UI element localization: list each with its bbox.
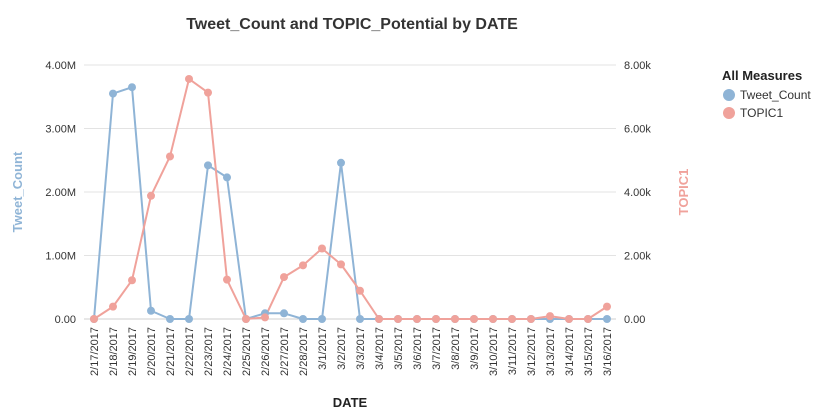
- y-left-tick-label: 1.00M: [45, 251, 76, 263]
- data-point-topic1[interactable]: [261, 313, 269, 322]
- y-axis-left-title: Tweet_Count: [10, 151, 25, 232]
- y-right-tick-label: 6.00k: [624, 124, 651, 136]
- x-tick-label: 3/7/2017: [431, 327, 443, 370]
- data-point-topic1[interactable]: [166, 152, 174, 161]
- grid: [84, 64, 616, 320]
- data-point-tweet-count[interactable]: [166, 315, 174, 323]
- data-point-topic1[interactable]: [318, 244, 326, 253]
- data-point-topic1[interactable]: [451, 315, 459, 323]
- data-point-topic1[interactable]: [584, 315, 592, 323]
- data-point-tweet-count[interactable]: [147, 306, 155, 315]
- x-tick-label: 3/14/2017: [564, 327, 576, 376]
- y-left-tick-label: 3.00M: [45, 124, 76, 136]
- data-point-topic1[interactable]: [432, 315, 440, 323]
- legend-swatch-topic1: [723, 107, 735, 119]
- x-tick-label: 3/8/2017: [450, 327, 462, 370]
- x-tick-label: 3/10/2017: [488, 327, 500, 376]
- x-tick-label: 3/6/2017: [412, 327, 424, 370]
- x-tick-label: 2/18/2017: [108, 327, 120, 376]
- x-tick-label: 2/26/2017: [260, 327, 272, 376]
- data-point-topic1[interactable]: [147, 191, 155, 200]
- y-right-tick-label: 2.00k: [624, 251, 651, 263]
- data-point-topic1[interactable]: [90, 315, 98, 323]
- data-point-tweet-count[interactable]: [204, 161, 212, 170]
- legend: All Measures Tweet_Count TOPIC1: [722, 68, 811, 120]
- data-point-topic1[interactable]: [109, 302, 117, 311]
- left-axis-ticks: 0.00 1.00M 2.00M 3.00M 4.00M: [45, 60, 76, 326]
- x-tick-label: 3/1/2017: [317, 327, 329, 370]
- x-tick-label: 2/20/2017: [146, 327, 158, 376]
- data-point-topic1[interactable]: [204, 88, 212, 97]
- x-tick-label: 2/27/2017: [279, 327, 291, 376]
- data-point-topic1[interactable]: [185, 74, 193, 83]
- data-point-tweet-count[interactable]: [128, 83, 136, 92]
- data-point-topic1[interactable]: [375, 315, 383, 323]
- data-point-topic1[interactable]: [242, 315, 250, 323]
- y-right-tick-label: 8.00k: [624, 60, 651, 72]
- x-tick-label: 3/15/2017: [583, 327, 595, 376]
- x-tick-label: 3/11/2017: [507, 327, 519, 375]
- legend-label-topic1[interactable]: TOPIC1: [740, 106, 783, 120]
- x-tick-label: 2/19/2017: [127, 327, 139, 376]
- data-point-topic1[interactable]: [413, 315, 421, 323]
- data-point-topic1[interactable]: [603, 302, 611, 311]
- y-left-tick-label: 0.00: [55, 314, 76, 326]
- data-point-tweet-count[interactable]: [109, 89, 117, 98]
- x-tick-label: 2/21/2017: [165, 327, 177, 376]
- x-tick-label: 3/9/2017: [469, 327, 481, 370]
- data-point-topic1[interactable]: [337, 260, 345, 269]
- y-right-tick-label: 0.00: [624, 314, 645, 326]
- x-tick-label: 3/13/2017: [545, 327, 557, 376]
- x-tick-label: 3/5/2017: [393, 327, 405, 370]
- series-points[interactable]: [90, 74, 611, 323]
- x-tick-label: 2/28/2017: [298, 327, 310, 376]
- data-point-topic1[interactable]: [280, 273, 288, 282]
- series-line-topic1: [93, 77, 608, 320]
- x-tick-label: 2/25/2017: [241, 327, 253, 376]
- series-line-tweet-count: [93, 86, 607, 320]
- data-point-topic1[interactable]: [565, 315, 573, 323]
- data-point-tweet-count[interactable]: [318, 315, 326, 323]
- data-point-topic1[interactable]: [356, 286, 364, 295]
- data-point-tweet-count[interactable]: [299, 315, 307, 323]
- data-point-tweet-count[interactable]: [603, 315, 611, 323]
- y-left-tick-label: 2.00M: [45, 187, 76, 199]
- legend-label-tweet-count[interactable]: Tweet_Count: [740, 88, 811, 102]
- x-tick-label: 2/17/2017: [89, 327, 101, 376]
- data-point-tweet-count[interactable]: [337, 158, 345, 167]
- x-tick-label: 3/4/2017: [374, 327, 386, 370]
- series-lines: [93, 77, 608, 320]
- x-axis-ticks: 2/17/2017 2/18/2017 2/19/2017 2/20/2017 2/21…: [89, 327, 614, 376]
- x-tick-label: 2/22/2017: [184, 327, 196, 376]
- data-point-topic1[interactable]: [508, 315, 516, 323]
- legend-swatch-tweet-count: [723, 89, 735, 101]
- data-point-topic1[interactable]: [470, 315, 478, 323]
- data-point-topic1[interactable]: [128, 276, 136, 285]
- data-point-tweet-count[interactable]: [223, 173, 231, 182]
- y-right-tick-label: 4.00k: [624, 187, 651, 199]
- chart-title: Tweet_Count and TOPIC_Potential by DATE: [186, 16, 518, 33]
- x-tick-label: 2/23/2017: [203, 327, 215, 376]
- x-tick-label: 3/2/2017: [336, 327, 348, 370]
- data-point-topic1[interactable]: [394, 315, 402, 323]
- right-axis-ticks: 0.00 2.00k 4.00k 6.00k 8.00k: [624, 60, 651, 326]
- x-tick-label: 2/24/2017: [222, 327, 234, 376]
- data-point-topic1[interactable]: [299, 261, 307, 270]
- data-point-topic1[interactable]: [527, 315, 535, 323]
- y-axis-right-title: TOPIC1: [676, 169, 691, 216]
- data-point-topic1[interactable]: [489, 315, 497, 323]
- x-tick-label: 3/3/2017: [355, 327, 367, 370]
- data-point-tweet-count[interactable]: [185, 315, 193, 323]
- x-tick-label: 3/12/2017: [526, 327, 538, 376]
- legend-title: All Measures: [722, 68, 802, 83]
- data-point-topic1[interactable]: [223, 275, 231, 284]
- x-axis-title: DATE: [333, 395, 368, 410]
- y-left-tick-label: 4.00M: [45, 60, 76, 72]
- data-point-tweet-count[interactable]: [280, 309, 288, 318]
- data-point-topic1[interactable]: [546, 312, 554, 321]
- x-tick-label: 3/16/2017: [602, 327, 614, 376]
- data-point-tweet-count[interactable]: [356, 315, 364, 323]
